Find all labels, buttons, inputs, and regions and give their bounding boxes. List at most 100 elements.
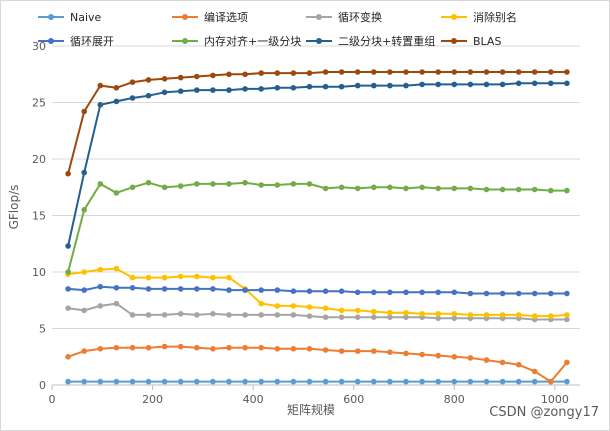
watermark: CSDN @zongy17 <box>489 405 599 420</box>
data-point <box>515 378 522 385</box>
data-point <box>177 183 184 189</box>
data-point <box>290 312 297 318</box>
data-point <box>210 346 216 352</box>
data-point <box>451 378 458 385</box>
data-point <box>403 185 409 192</box>
data-point <box>354 378 361 385</box>
data-point <box>65 286 71 292</box>
data-point <box>515 290 522 297</box>
data-point <box>451 289 458 296</box>
data-point <box>531 313 538 319</box>
data-point <box>194 273 200 280</box>
legend-swatch-marker <box>316 14 322 20</box>
x-axis-title: 矩阵规模 <box>287 402 335 417</box>
data-point <box>403 289 409 296</box>
data-point <box>483 312 490 318</box>
data-point <box>242 71 248 78</box>
data-point <box>194 378 200 385</box>
data-point <box>145 312 152 318</box>
series-8 <box>65 69 570 177</box>
data-point <box>97 82 104 89</box>
data-point <box>387 378 393 385</box>
data-point <box>306 181 313 187</box>
data-point <box>258 70 265 76</box>
data-point <box>274 287 281 293</box>
data-point <box>499 81 506 88</box>
data-point <box>129 344 136 351</box>
data-point <box>258 182 265 188</box>
data-point <box>548 187 554 194</box>
x-tick-label: 0 <box>49 393 56 406</box>
data-point <box>564 187 570 194</box>
series-layer <box>65 69 570 385</box>
data-point <box>531 186 538 193</box>
data-point <box>145 274 152 281</box>
data-point <box>97 346 104 352</box>
data-point <box>129 274 136 281</box>
data-point <box>322 288 329 295</box>
data-point <box>306 83 313 90</box>
data-point <box>564 290 570 297</box>
data-point <box>515 186 522 193</box>
data-point <box>338 314 345 321</box>
data-point <box>451 81 458 88</box>
data-point <box>419 69 425 75</box>
y-axis-title: GFlop/s <box>7 185 21 230</box>
x-tick-label: 400 <box>243 393 264 406</box>
data-point <box>451 185 458 192</box>
data-point <box>419 289 425 296</box>
data-point <box>226 378 232 385</box>
data-point <box>290 303 297 309</box>
y-tick-label: 30 <box>32 40 46 53</box>
data-point <box>242 86 248 92</box>
data-point <box>371 308 377 315</box>
data-point <box>65 269 71 275</box>
data-point <box>81 378 87 385</box>
data-point <box>435 81 442 88</box>
data-point <box>145 378 152 385</box>
series-1 <box>65 378 570 385</box>
data-point <box>515 80 522 87</box>
data-point <box>499 359 506 366</box>
series-4 <box>65 265 570 319</box>
data-point <box>354 289 361 296</box>
legend-label: BLAS <box>473 35 501 48</box>
data-point <box>387 314 393 321</box>
y-tick-label: 15 <box>32 210 46 223</box>
legend-swatch-marker <box>451 14 457 20</box>
data-point <box>354 185 361 192</box>
data-point <box>564 378 570 385</box>
data-point <box>161 76 168 82</box>
data-point <box>467 312 474 318</box>
x-tick-label: 600 <box>343 393 364 406</box>
data-point <box>306 70 313 76</box>
legend-swatch-marker <box>316 38 322 44</box>
data-point <box>274 85 281 91</box>
data-point <box>467 290 474 297</box>
x-tick-label: 800 <box>444 393 465 406</box>
data-point <box>210 72 216 79</box>
data-point <box>419 378 425 385</box>
data-point <box>210 378 216 385</box>
legend-label: 循环展开 <box>70 35 114 48</box>
data-point <box>242 344 248 351</box>
data-point <box>274 303 281 309</box>
data-point <box>274 312 281 318</box>
data-point <box>499 290 506 297</box>
data-point <box>435 315 442 322</box>
data-point <box>371 82 377 89</box>
data-point <box>226 181 232 187</box>
data-point <box>274 346 281 352</box>
data-point <box>515 312 522 318</box>
data-point <box>531 378 538 385</box>
data-point <box>451 354 458 360</box>
data-point <box>258 312 265 318</box>
data-point <box>435 69 442 75</box>
series-6 <box>65 179 570 275</box>
data-point <box>161 184 168 191</box>
data-point <box>113 190 120 196</box>
data-point <box>338 288 345 295</box>
data-point <box>322 83 329 90</box>
legend-label: Naive <box>70 11 102 24</box>
